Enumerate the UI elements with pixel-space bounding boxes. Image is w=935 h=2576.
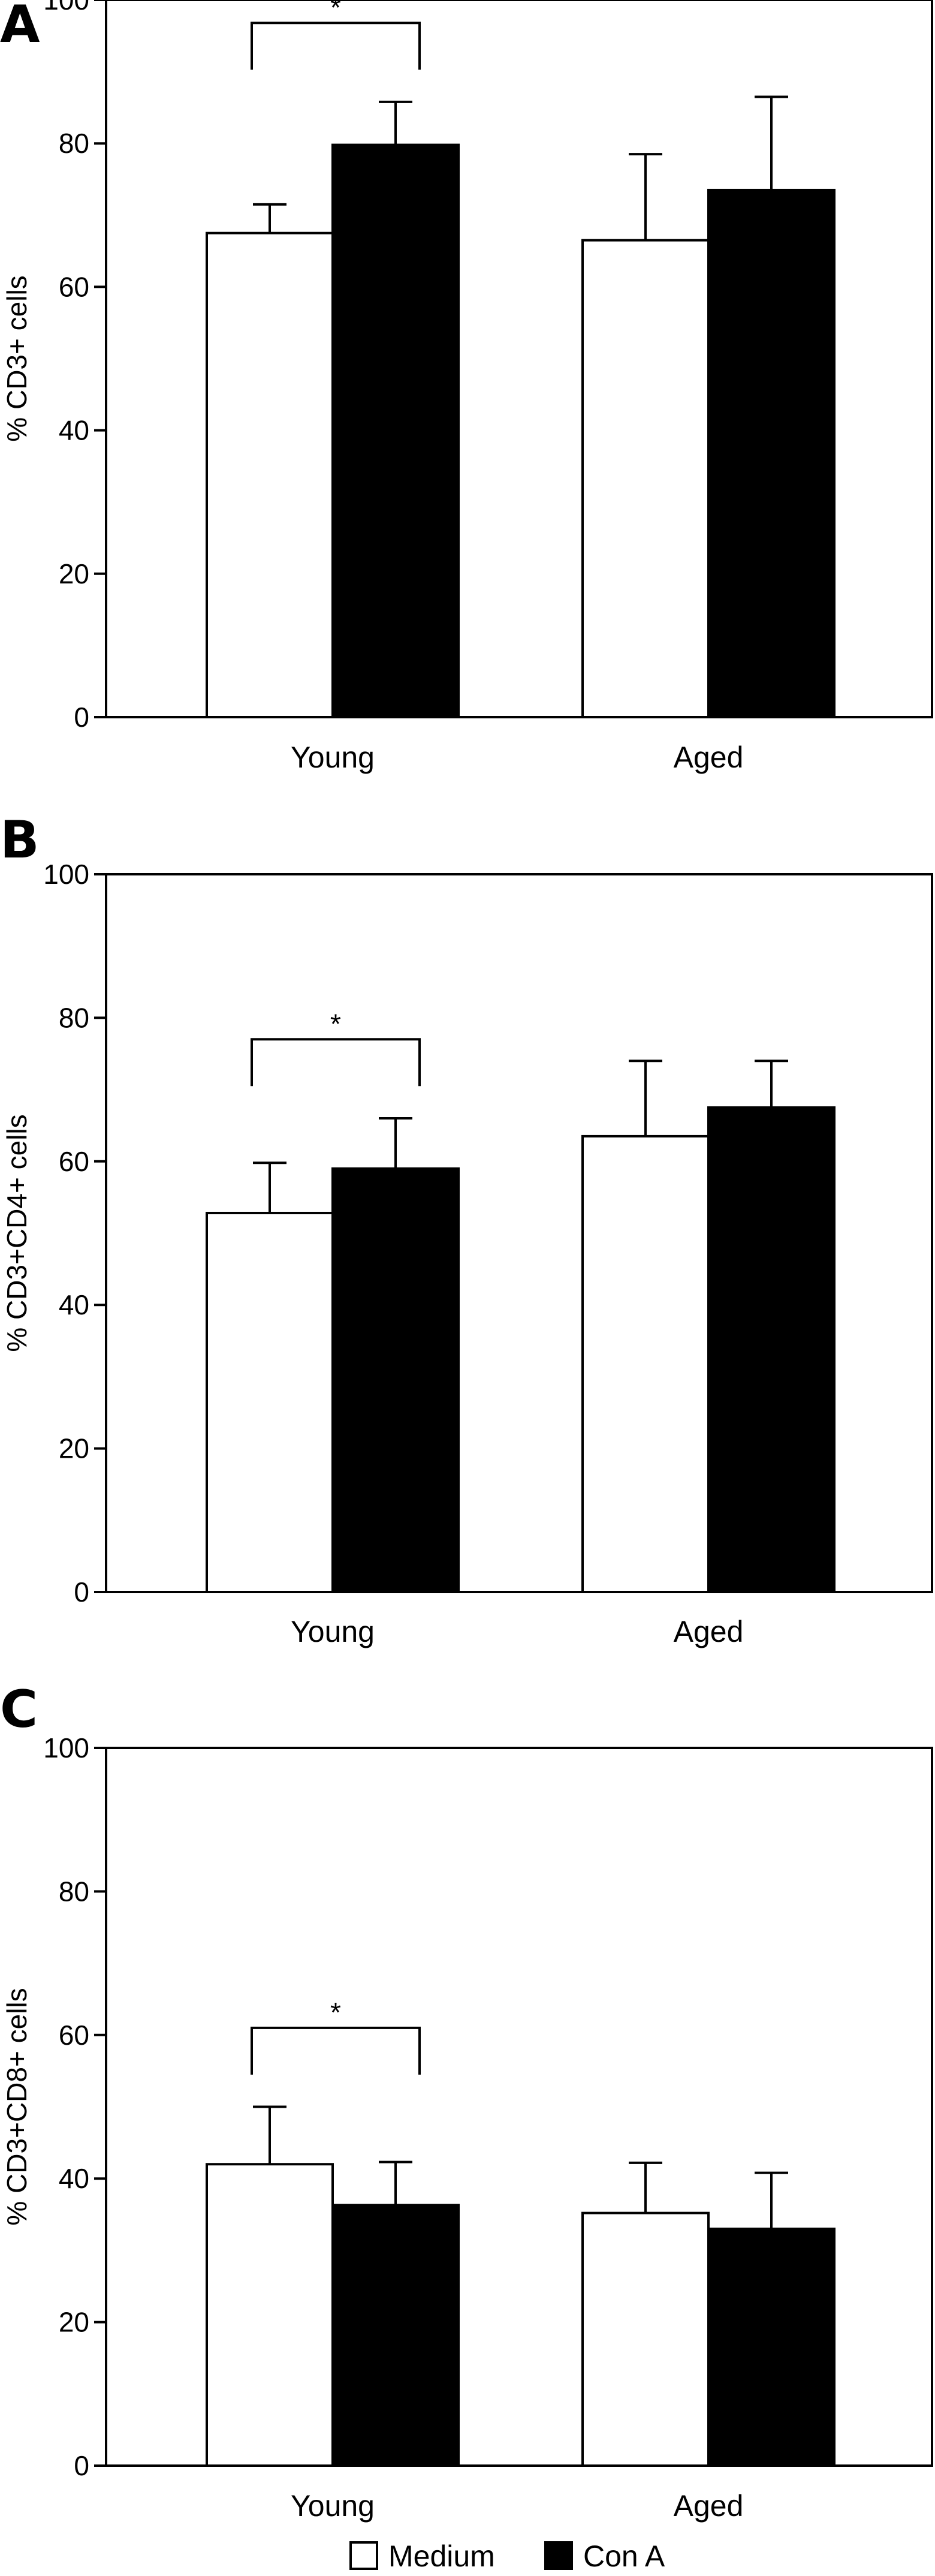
y-axis-title: % CD3+ cells (1, 275, 32, 441)
y-tick-label: 80 (59, 1002, 89, 1033)
significance-bracket (251, 2026, 421, 2075)
y-tick-label: 100 (43, 1732, 89, 1764)
x-category-label: Aged (674, 1615, 744, 1648)
x-category-label: Aged (674, 741, 744, 774)
significance-star: * (330, 0, 341, 23)
bar-con-a-young (331, 1167, 460, 1593)
x-category-label: Young (291, 2489, 375, 2523)
y-tick-label: 20 (59, 2307, 89, 2338)
significance-bracket (251, 22, 421, 70)
panel-letter: C (0, 1680, 38, 1740)
panel-letter: A (0, 0, 40, 55)
y-tick-label: 20 (59, 558, 89, 589)
y-tick-label: 60 (59, 271, 89, 302)
chart-panel-a: A 0 20 40 60 80 100 % CD3+ cells Young Aged * (0, 0, 933, 774)
y-axis-title: % CD3+CD4+ cells (1, 1114, 32, 1352)
bar-medium-young (206, 2163, 334, 2467)
y-tick-label: 40 (59, 1289, 89, 1320)
y-tick-label: 40 (59, 2163, 89, 2194)
x-category-label: Aged (674, 2489, 744, 2523)
y-tick-label: 100 (43, 859, 89, 890)
bar-medium-aged (581, 1134, 710, 1593)
y-tick-label: 80 (59, 128, 89, 159)
y-tick-label: 80 (59, 1876, 89, 1907)
bar-medium-young (206, 231, 334, 718)
bar-con-a-aged (707, 188, 836, 718)
legend-label: Con A (583, 2539, 665, 2573)
bar-medium-young (206, 1211, 334, 1593)
plot-frame (105, 0, 933, 718)
significance-bracket (251, 1038, 421, 1087)
bar-con-a-young (331, 143, 460, 719)
legend-swatch-medium (349, 2541, 378, 2570)
legend: Medium Con A (349, 2539, 665, 2573)
bar-con-a-young (331, 2204, 460, 2467)
y-tick-label: 20 (59, 1433, 89, 1464)
x-category-label: Young (291, 1615, 375, 1648)
y-tick-label: 0 (74, 2450, 89, 2481)
y-tick-label: 0 (74, 702, 89, 733)
legend-swatch-con-a (544, 2541, 573, 2570)
significance-star: * (330, 1997, 341, 2028)
y-tick-label: 40 (59, 415, 89, 446)
y-tick-label: 60 (59, 2020, 89, 2051)
y-axis-title: % CD3+CD8+ cells (1, 1988, 32, 2225)
plot-frame (105, 873, 933, 1593)
bar-medium-aged (581, 239, 710, 719)
y-tick-label: 0 (74, 1576, 89, 1608)
plot-frame (105, 1747, 933, 2467)
chart-panel-b: B 0 20 40 60 80 100 % CD3+CD4+ cells Young Aged * (0, 810, 933, 1648)
panel-letter: B (0, 810, 40, 870)
bar-medium-aged (581, 2211, 710, 2467)
bar-con-a-aged (707, 2227, 836, 2467)
y-tick-label: 100 (43, 0, 89, 16)
legend-label: Medium (388, 2539, 495, 2573)
x-category-label: Young (291, 741, 375, 774)
y-tick-label: 60 (59, 1146, 89, 1177)
significance-star: * (330, 1008, 341, 1039)
chart-panel-c: C 0 20 40 60 80 100 % CD3+CD8+ cells Young Aged * (0, 1680, 933, 2523)
bar-con-a-aged (707, 1106, 836, 1593)
